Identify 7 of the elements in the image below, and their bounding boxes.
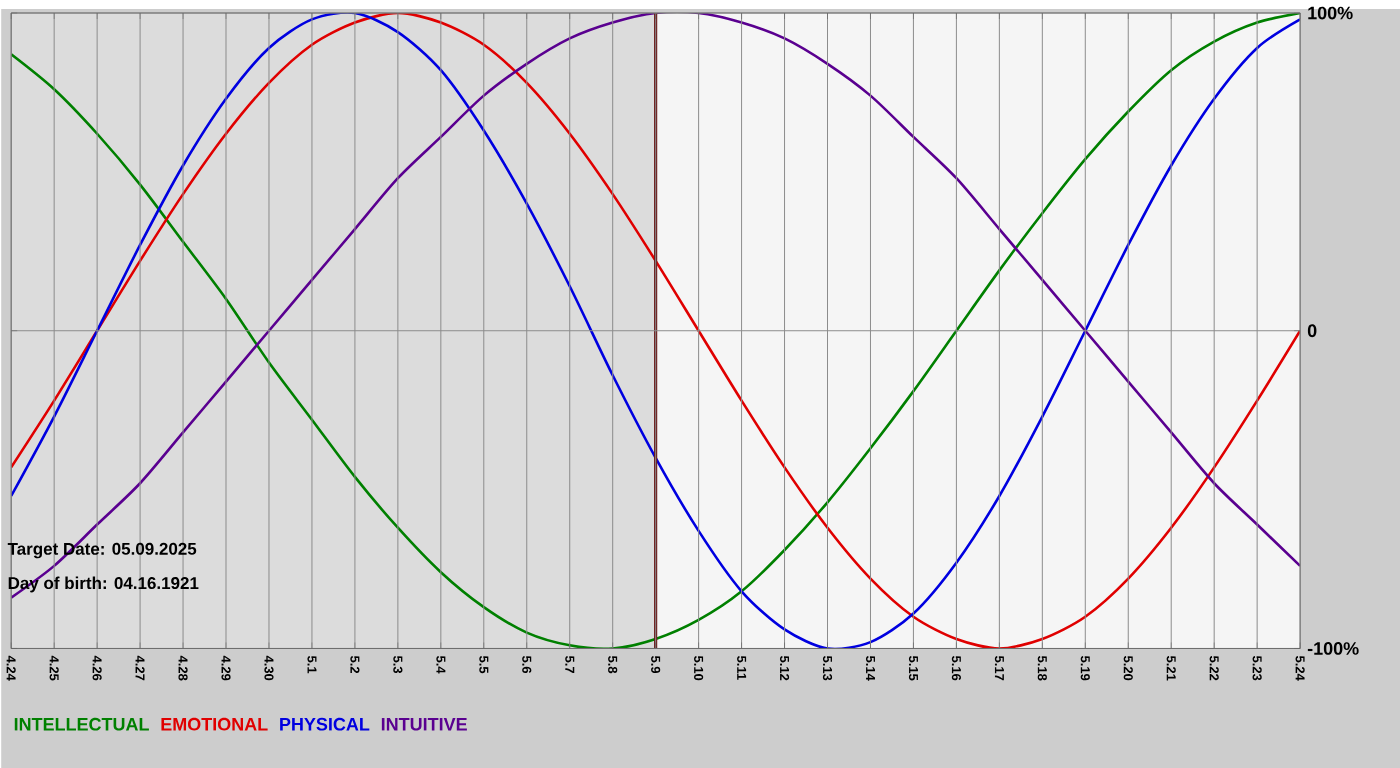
text: INTELLECTUAL bbox=[14, 717, 149, 731]
text: INTUITIVE bbox=[381, 717, 467, 731]
text: EMOTIONAL bbox=[161, 717, 268, 731]
y-tick-label: 100% bbox=[1308, 6, 1353, 20]
y-tick-label: 0 bbox=[1307, 324, 1317, 337]
y-tick-label: -100% bbox=[1307, 641, 1359, 655]
text: PHYSICAL bbox=[280, 717, 370, 731]
